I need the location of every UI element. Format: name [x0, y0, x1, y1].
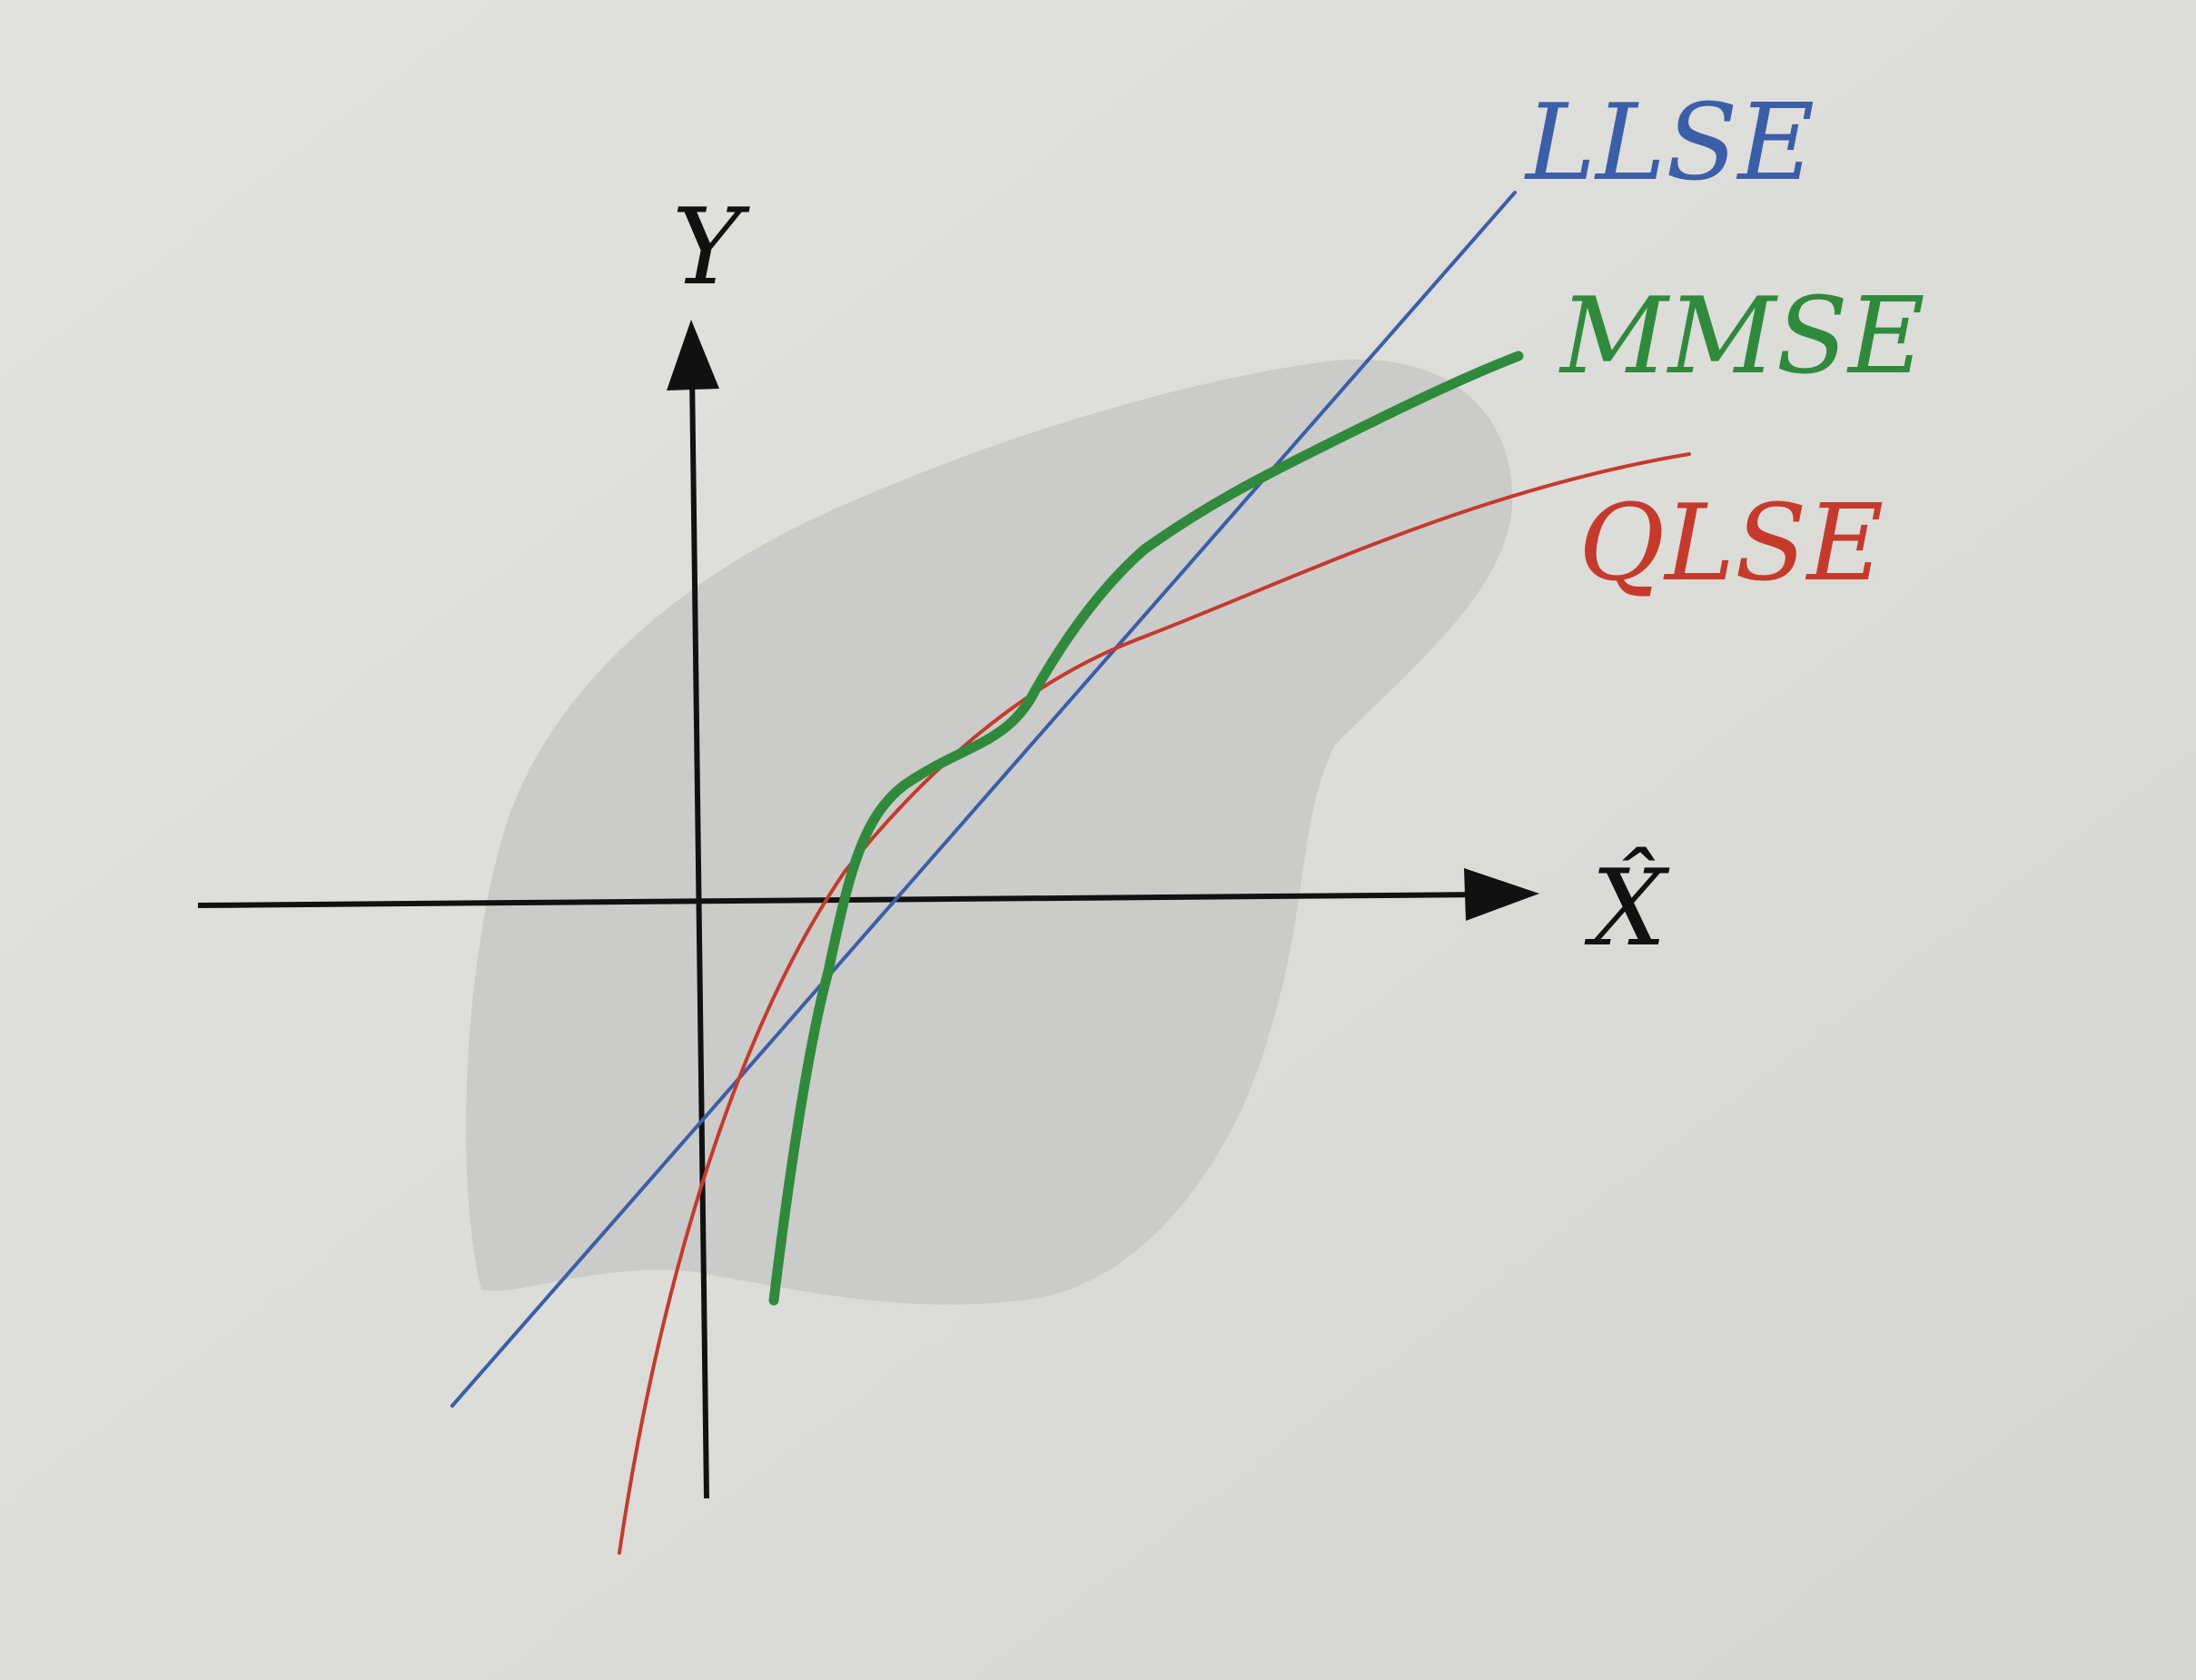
x-axis-arrowhead [1464, 868, 1539, 921]
shaded-region [466, 359, 1513, 1305]
qlse-label: QLSE [1578, 482, 1884, 605]
x-axis-label: X̂ [1584, 846, 1670, 970]
y-axis [689, 371, 709, 1499]
y-axis-label: Y [672, 186, 750, 309]
y-axis-arrowhead [667, 320, 719, 390]
llse-curve [450, 191, 1517, 1408]
mmse-curve [768, 351, 1524, 1306]
mmse-label: MMSE [1558, 275, 1925, 398]
llse-label: LLSE [1524, 82, 1815, 204]
qlse-curve [618, 452, 1691, 1555]
